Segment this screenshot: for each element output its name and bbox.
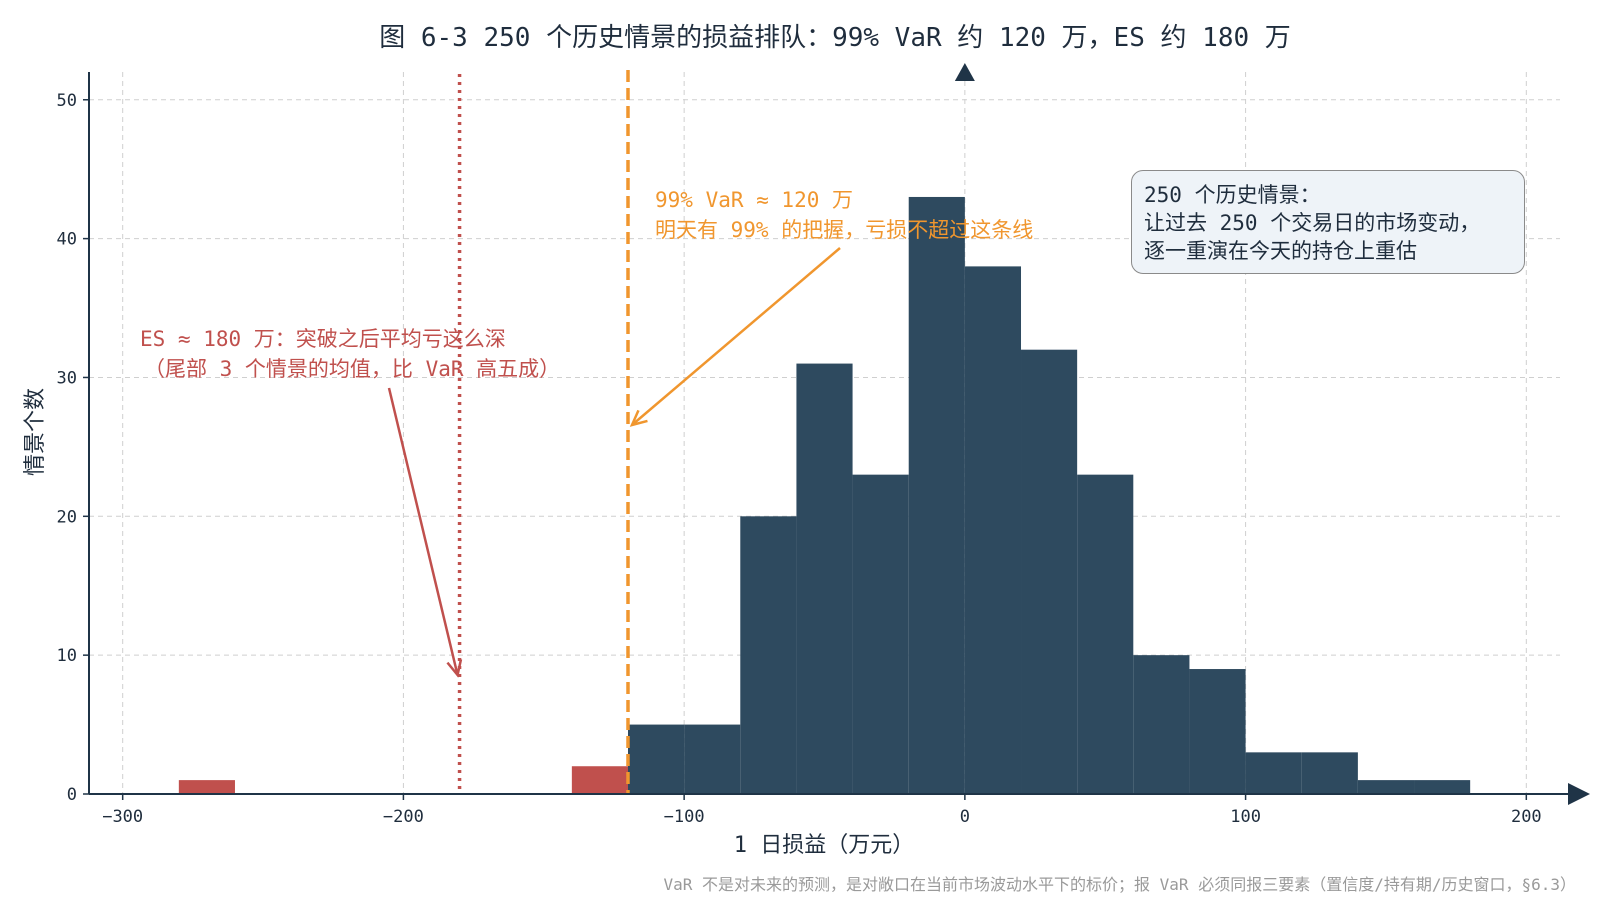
var-annotation-arrow: [631, 247, 841, 426]
histogram-bar: [1077, 474, 1134, 794]
histogram-bar: [1414, 780, 1471, 794]
histogram-bar: [684, 724, 741, 794]
histogram-bar: [740, 516, 797, 794]
risk-lines: [457, 70, 630, 794]
histogram-bar: [796, 363, 853, 794]
histogram-bar: [1189, 669, 1246, 794]
tail-bar: [571, 766, 628, 794]
histogram-bar: [1357, 780, 1415, 794]
y-tick-label: 50: [57, 91, 77, 111]
x-axis-label: 1 日损益（万元）: [734, 833, 915, 858]
var-annotation-text: 99% VaR ≈ 120 万: [655, 188, 853, 212]
histogram-bar: [852, 474, 909, 794]
x-tick-label: −200: [383, 807, 424, 827]
histogram-bar: [908, 196, 965, 794]
histogram-bars: [178, 196, 1471, 794]
y-tick-label: 10: [57, 646, 77, 666]
scenario-note-box: 250 个历史情景： 让过去 250 个交易日的市场变动， 逐一重演在今天的持仓…: [1131, 170, 1525, 274]
tick-labels: −300 −200 −100 0 100 200 0 10 20 30 40 50: [57, 91, 1542, 827]
note-line: 让过去 250 个交易日的市场变动，: [1144, 211, 1481, 235]
histogram-bar: [1021, 349, 1078, 794]
es-annotation-text: ES ≈ 180 万：突破之后平均亏这么深: [140, 327, 506, 351]
x-tick-label: 100: [1230, 807, 1261, 827]
y-tick-label: 30: [57, 368, 77, 388]
es-annotation-arrow: [387, 387, 459, 676]
x-tick-label: 200: [1511, 807, 1542, 827]
tail-bar: [178, 780, 235, 794]
y-tick-label: 0: [67, 785, 77, 805]
x-tick-label: 0: [960, 807, 970, 827]
es-arrow-head-icon: [446, 659, 463, 678]
histogram-bar: [1133, 655, 1190, 794]
es-annotation-text: （尾部 3 个情景的均值，比 VaR 高五成）: [144, 357, 560, 381]
y-tick-label: 20: [57, 507, 77, 527]
histogram-bar: [964, 266, 1022, 794]
note-line: 逐一重演在今天的持仓上重估: [1144, 239, 1417, 263]
var-annotation-text: 明天有 99% 的把握，亏损不超过这条线: [655, 218, 1033, 242]
x-tick-label: −300: [102, 807, 143, 827]
y-axis-arrow-icon: [954, 63, 975, 81]
note-line: 250 个历史情景：: [1144, 183, 1321, 207]
histogram-bar: [627, 724, 685, 794]
x-tick-label: −100: [664, 807, 705, 827]
chart-title: 图 6-3 250 个历史情景的损益排队：99% VaR 约 120 万，ES …: [379, 23, 1291, 53]
histogram-bar: [1245, 752, 1302, 794]
var-arrow-head-icon: [629, 409, 648, 427]
x-axis-arrow-icon: [1568, 783, 1590, 805]
footnote: VaR 不是对未来的预测，是对敞口在当前市场波动水平下的标价；报 VaR 必须同…: [664, 875, 1577, 894]
y-axis-label: 情景个数: [23, 388, 48, 476]
histogram-bar: [1301, 752, 1358, 794]
axes: [88, 63, 1590, 805]
y-tick-label: 40: [57, 230, 77, 250]
